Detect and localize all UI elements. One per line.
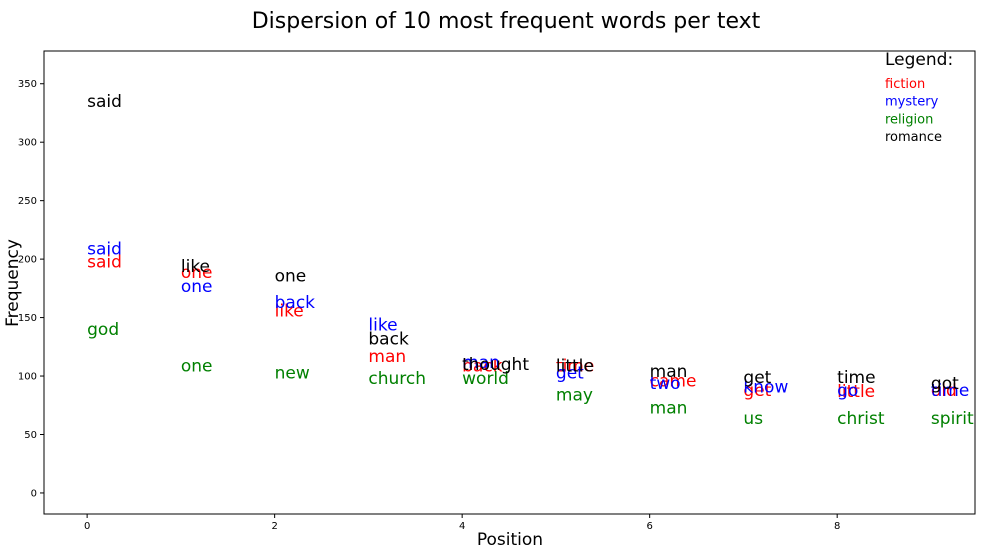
y-tick-label: 300 xyxy=(18,138,37,149)
word-mark: god xyxy=(87,320,119,340)
word-mark: back xyxy=(368,329,409,349)
y-tick-label: 350 xyxy=(18,79,37,90)
word-mark: us xyxy=(743,409,763,429)
word-mark: got xyxy=(931,374,959,394)
word-mark: get xyxy=(743,368,771,388)
word-mark: get xyxy=(743,381,771,401)
word-mark: like xyxy=(181,257,210,277)
y-tick-label: 200 xyxy=(18,255,37,266)
word-mark: one xyxy=(181,263,213,283)
plot-frame xyxy=(43,50,976,515)
y-tick-label: 50 xyxy=(24,430,37,441)
legend-title: Legend: xyxy=(885,50,953,70)
word-mark: said xyxy=(87,252,122,272)
word-mark: may xyxy=(556,386,593,406)
x-tick-label: 0 xyxy=(84,521,90,532)
word-mark: said xyxy=(87,239,122,259)
word-mark: came xyxy=(650,372,697,392)
word-mark: world xyxy=(462,369,509,389)
word-mark: man xyxy=(650,398,688,418)
legend-entry: mystery xyxy=(885,95,939,110)
word-mark: old xyxy=(931,381,957,401)
word-mark: know xyxy=(743,377,788,397)
y-tick-label: 100 xyxy=(18,372,37,383)
word-mark: one xyxy=(275,266,307,286)
word-mark: church xyxy=(368,369,426,389)
word-mark: go xyxy=(837,381,858,401)
y-axis-label: Frequency xyxy=(3,239,23,327)
word-mark: like xyxy=(275,301,304,321)
y-tick-label: 150 xyxy=(18,313,37,324)
word-mark: little xyxy=(837,382,875,402)
word-mark: like xyxy=(368,315,397,335)
word-mark: one xyxy=(181,356,213,376)
word-mark: two xyxy=(650,374,681,394)
word-mark: said xyxy=(87,92,122,112)
x-tick-label: 6 xyxy=(646,521,652,532)
word-mark: back xyxy=(275,293,316,313)
word-mark: christ xyxy=(837,409,885,429)
word-mark: back xyxy=(462,356,503,376)
word-mark: get xyxy=(556,363,584,383)
word-mark: man xyxy=(462,353,500,373)
word-mark: time xyxy=(931,381,969,401)
x-tick-label: 8 xyxy=(834,521,840,532)
x-tick-label: 2 xyxy=(271,521,277,532)
word-mark: time xyxy=(556,356,594,376)
y-tick-label: 250 xyxy=(18,196,37,207)
legend-entry: romance xyxy=(885,130,942,145)
word-mark: spirit xyxy=(931,409,974,429)
x-axis-label: Position xyxy=(477,530,543,550)
y-tick-label: 0 xyxy=(31,488,37,499)
word-mark: time xyxy=(837,368,875,388)
word-mark: man xyxy=(368,347,406,367)
legend-entry: religion xyxy=(885,112,933,127)
word-mark: new xyxy=(275,363,310,383)
chart-title: Dispersion of 10 most frequent words per… xyxy=(252,9,761,34)
x-tick-label: 4 xyxy=(459,521,465,532)
word-mark: one xyxy=(181,277,213,297)
legend-entry: fiction xyxy=(885,77,925,92)
word-mark: man xyxy=(650,362,688,382)
word-mark: thought xyxy=(462,355,529,375)
word-mark: little xyxy=(556,356,594,376)
